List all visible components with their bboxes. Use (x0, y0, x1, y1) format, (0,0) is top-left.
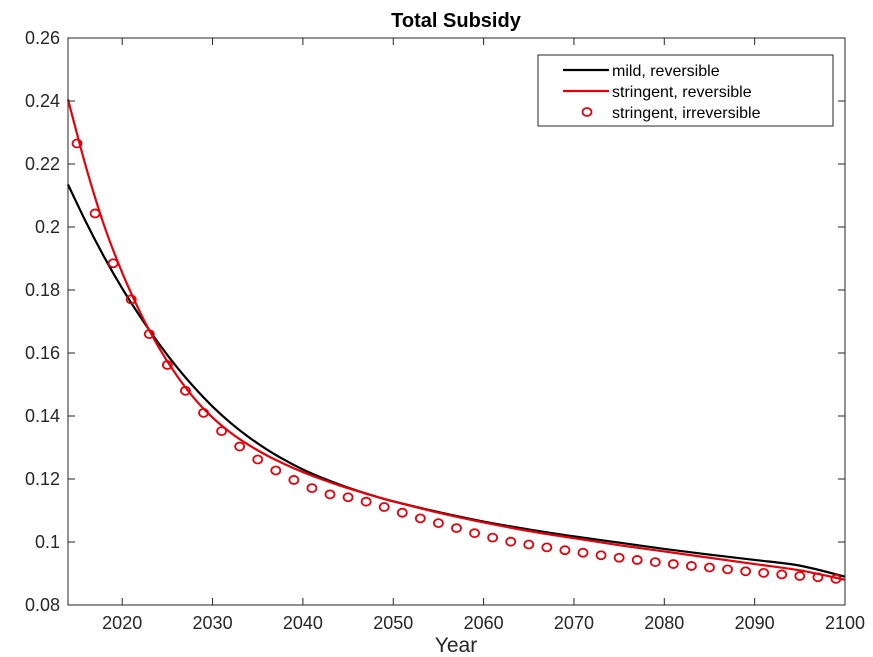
legend: mild, reversible stringent, reversible str… (537, 54, 834, 127)
data-point (631, 555, 643, 565)
data-point (469, 528, 480, 539)
data-point (667, 559, 679, 569)
data-point (161, 360, 173, 370)
series-stringent-reversible (66, 99, 846, 581)
data-point (649, 557, 661, 568)
data-point (378, 502, 390, 512)
y-tick-label: 0.16 (25, 343, 60, 363)
data-point (523, 539, 535, 550)
legend-label: stringent, irreversible (612, 105, 761, 122)
data-point (577, 547, 589, 558)
data-point (125, 294, 137, 305)
legend-entry: stringent, reversible (563, 84, 752, 101)
data-point (180, 385, 191, 396)
data-point (396, 507, 408, 518)
data-point (758, 567, 770, 578)
data-point (487, 532, 499, 543)
data-point (830, 573, 842, 584)
data-point (234, 441, 246, 452)
y-tick-label: 0.1 (35, 532, 60, 552)
data-point (71, 138, 83, 149)
y-tick-label: 0.18 (25, 280, 60, 300)
series-layer (66, 99, 846, 584)
plot-frame (67, 37, 846, 606)
x-tick-label: 2080 (644, 613, 684, 633)
x-tick-label: 2020 (102, 613, 142, 633)
legend-entry: stringent, irreversible (581, 105, 761, 122)
data-point (505, 536, 517, 547)
data-point (306, 483, 318, 494)
data-point (740, 566, 752, 577)
chart-title: Total Subsidy (391, 10, 522, 32)
x-tick-label: 2100 (825, 613, 865, 633)
data-point (342, 492, 354, 503)
series-line-stringent-reversible (66, 99, 846, 581)
y-tick-label: 0.12 (25, 469, 60, 489)
y-tick-label: 0.2 (35, 217, 60, 237)
data-point (433, 518, 444, 528)
data-point (216, 426, 227, 437)
x-axis-label: Year (435, 634, 477, 657)
data-point (198, 407, 209, 418)
data-point (324, 489, 336, 500)
data-point (722, 564, 733, 575)
data-point (414, 513, 426, 524)
data-point (541, 542, 553, 553)
x-tick-label: 2050 (373, 613, 413, 633)
legend-label: stringent, reversible (612, 84, 752, 101)
legend-items: mild, reversible stringent, reversible str… (563, 63, 761, 122)
data-point (360, 496, 372, 507)
legend-label: mild, reversible (612, 63, 720, 80)
data-point (794, 571, 806, 581)
x-tick-label: 2040 (283, 613, 323, 633)
y-tick-label: 0.24 (25, 91, 60, 111)
legend-swatch (581, 107, 593, 117)
ticks-layer: 2020 2030 2040 2050 2060 2070 2080 2090 2100 0.08… (25, 28, 865, 633)
y-tick-label: 0.08 (25, 595, 60, 615)
data-point (143, 329, 155, 340)
plot-area (68, 38, 845, 605)
y-tick-label: 0.22 (25, 154, 60, 174)
y-tick-label: 0.26 (25, 28, 60, 48)
data-point (595, 550, 607, 561)
x-tick-label: 2030 (193, 613, 233, 633)
data-point (252, 454, 264, 465)
data-point (288, 475, 300, 485)
data-point (686, 561, 697, 571)
x-tick-label: 2060 (464, 613, 504, 633)
data-point (704, 562, 715, 573)
data-point (270, 465, 282, 476)
series-stringent-irreversible (71, 138, 842, 584)
data-point (812, 572, 824, 583)
data-point (613, 552, 625, 563)
data-point (776, 569, 788, 580)
data-point (451, 523, 462, 534)
data-point (559, 545, 571, 556)
legend-entry: mild, reversible (563, 63, 720, 80)
data-point (89, 208, 101, 219)
x-tick-label: 2090 (735, 613, 775, 633)
x-tick-label: 2070 (554, 613, 594, 633)
y-tick-label: 0.14 (25, 406, 60, 426)
data-point (107, 258, 119, 269)
